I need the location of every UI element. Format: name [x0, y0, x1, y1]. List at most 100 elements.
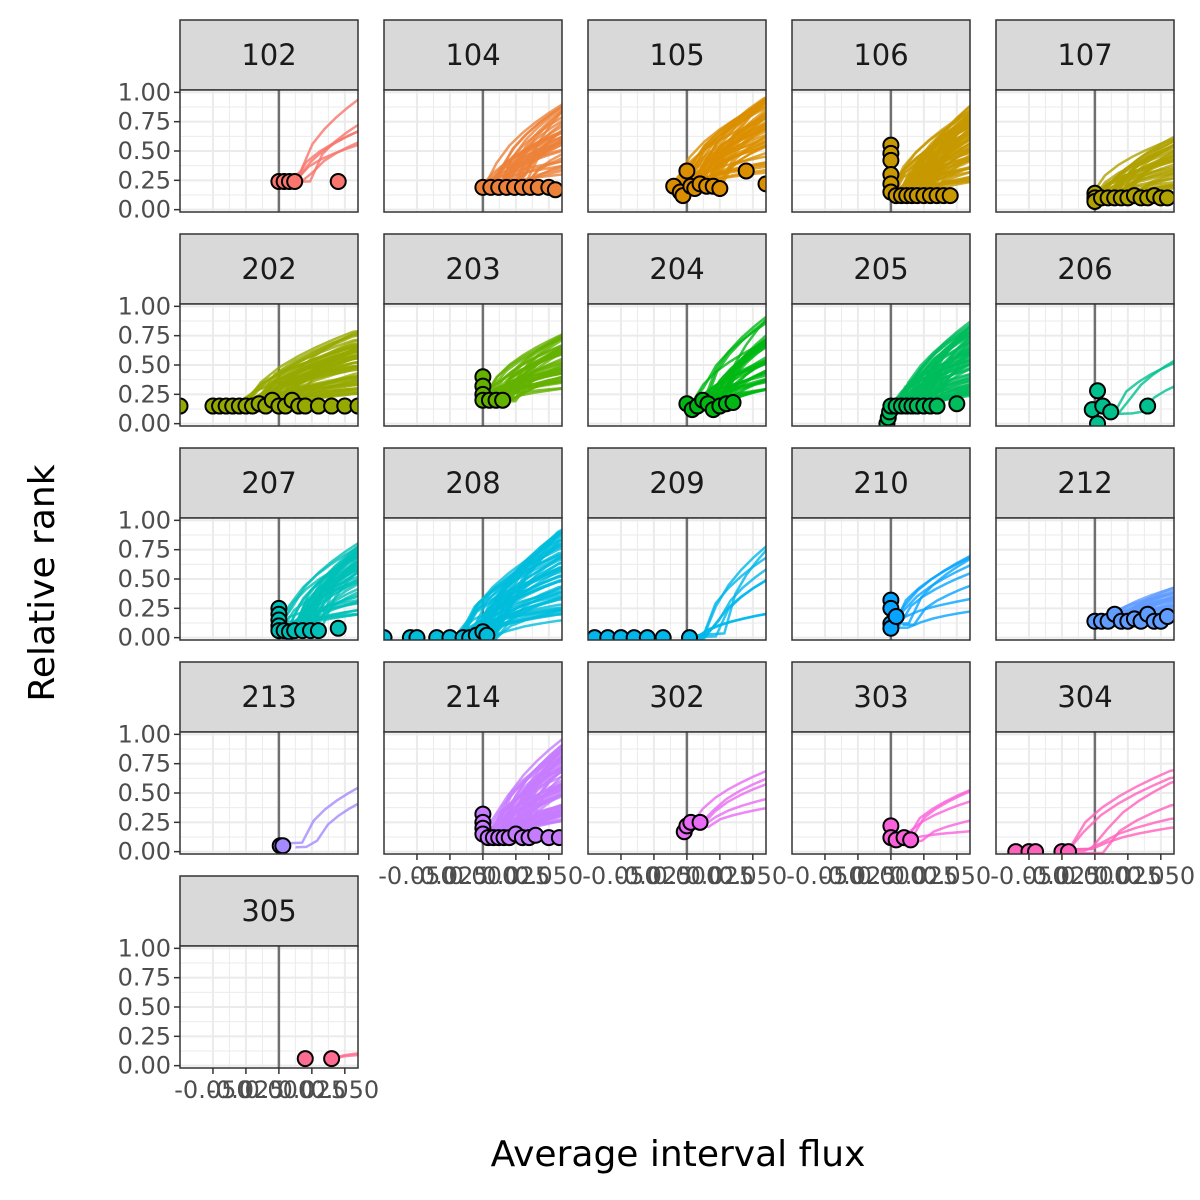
- data-point: [546, 181, 562, 199]
- y-tick-label: 0.25: [118, 166, 171, 194]
- y-tick-label: 1.00: [118, 78, 171, 106]
- facet-strip: [179, 233, 359, 305]
- data-point: [711, 180, 729, 198]
- series-line: [1075, 826, 1174, 851]
- facet-panel-305: 305 0.000.250.500.751.00 -0.050-0.0250.000…: [118, 875, 379, 1104]
- series-line: [481, 103, 562, 190]
- data-point: [654, 629, 672, 640]
- x-tick-label: 0.050: [514, 862, 583, 890]
- facet-strip: [995, 661, 1175, 733]
- data-point: [349, 397, 358, 415]
- data-points: [1007, 843, 1078, 854]
- data-point: [948, 395, 966, 413]
- x-tick-label: 0.000: [245, 1076, 314, 1104]
- series-line: [482, 372, 562, 400]
- data-points: [882, 591, 905, 637]
- facet-strip-label: 102: [241, 38, 296, 72]
- series-line: [677, 139, 766, 187]
- panel-border: [995, 89, 1175, 213]
- facet-panel-104: 104: [383, 19, 563, 213]
- data-point: [1060, 843, 1078, 854]
- data-points: [474, 805, 562, 847]
- facet-strip-label: 304: [1057, 680, 1112, 714]
- x-tick-label: -0.025: [819, 862, 896, 890]
- series-line: [277, 542, 358, 629]
- facet-strip-label: 209: [649, 466, 704, 500]
- facet-panel-210: 210: [791, 447, 971, 641]
- x-tick-label: 0.025: [889, 862, 958, 890]
- series-line: [241, 329, 358, 409]
- panel-border: [587, 517, 767, 641]
- data-points: [678, 391, 742, 419]
- panel-border: [587, 731, 767, 855]
- panel-border: [383, 731, 563, 855]
- panel-border: [995, 303, 1175, 427]
- series-line: [485, 782, 562, 841]
- facet-strip: [587, 447, 767, 519]
- data-points: [474, 178, 562, 199]
- x-tick-label: 0.025: [685, 862, 754, 890]
- data-points: [878, 395, 966, 426]
- panel-border: [995, 517, 1175, 641]
- panel-border: [791, 303, 971, 427]
- data-points: [1086, 605, 1174, 630]
- x-tick-label: 0.025: [277, 1076, 346, 1104]
- facet-strip: [791, 661, 971, 733]
- y-tick-label: 0.75: [118, 536, 171, 564]
- x-tick-label: -0.050: [990, 862, 1067, 890]
- data-point: [1089, 382, 1107, 400]
- y-tick-label: 0.50: [118, 137, 171, 165]
- data-point: [478, 626, 496, 640]
- facet-strip-label: 213: [241, 680, 296, 714]
- data-points: [180, 391, 358, 415]
- facet-panel-208: 208: [383, 447, 563, 641]
- facet-panel-207: 207 0.000.250.500.751.00: [118, 447, 359, 652]
- x-tick-label: -0.050: [174, 1076, 251, 1104]
- x-tick-label: -0.050: [582, 862, 659, 890]
- series-line: [895, 610, 970, 629]
- facet-strip-label: 303: [853, 680, 908, 714]
- data-point: [384, 629, 393, 640]
- facet-strip: [587, 233, 767, 305]
- data-point: [550, 829, 562, 847]
- data-point: [408, 629, 426, 640]
- data-point: [296, 1050, 314, 1068]
- series-line: [455, 590, 562, 636]
- series-line: [896, 557, 970, 625]
- data-point: [902, 831, 920, 849]
- x-tick-label: 0.025: [481, 862, 550, 890]
- facet-panel-206: 206: [995, 233, 1175, 427]
- data-points: [882, 136, 959, 205]
- x-tick-label: 0.000: [857, 862, 926, 890]
- facet-strip-label: 202: [241, 252, 296, 286]
- panel-border: [383, 89, 563, 213]
- y-tick-label: 1.00: [118, 292, 171, 320]
- facet-strip-label: 204: [649, 252, 704, 286]
- series-line: [691, 579, 766, 640]
- y-tick-label: 1.00: [118, 934, 171, 962]
- series-line: [671, 117, 766, 185]
- data-point: [1027, 843, 1045, 854]
- data-points: [882, 817, 920, 849]
- facet-panel-102: 102 0.000.250.500.751.00: [118, 19, 359, 224]
- series-line: [490, 343, 562, 399]
- data-points: [1083, 382, 1157, 426]
- data-point: [1089, 415, 1107, 426]
- facet-strip: [791, 19, 971, 91]
- y-tick-label: 0.75: [118, 750, 171, 778]
- data-point: [180, 397, 189, 415]
- data-points: [270, 599, 347, 640]
- data-point: [678, 162, 696, 180]
- y-axis-title: Relative rank: [22, 464, 63, 701]
- series-line: [239, 364, 358, 410]
- data-point: [1139, 397, 1157, 415]
- series-line: [897, 572, 970, 627]
- data-points: [474, 368, 512, 409]
- data-point: [887, 608, 905, 626]
- facet-strip-label: 210: [853, 466, 908, 500]
- facet-strip: [383, 19, 563, 91]
